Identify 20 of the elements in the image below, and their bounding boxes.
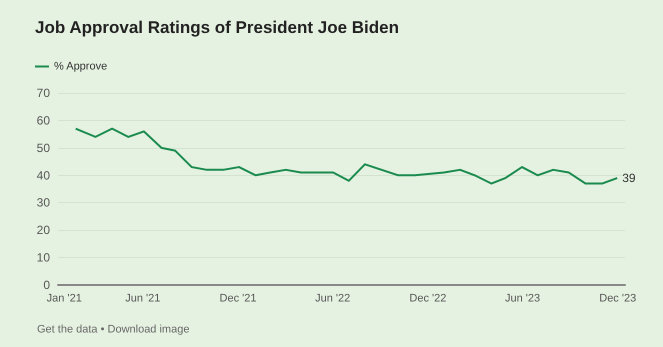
y-tick-label: 60 [36, 113, 50, 128]
y-tick-label: 40 [36, 168, 50, 182]
x-tick-label: Dec '23 [599, 292, 636, 304]
y-tick-label: 30 [36, 196, 50, 210]
y-tick-label: 20 [36, 223, 50, 238]
y-tick-label: 10 [36, 250, 50, 265]
x-tick-label: Jun '21 [125, 292, 160, 304]
data-label: 39 [622, 171, 636, 186]
x-tick-label: Dec '21 [220, 292, 256, 304]
y-tick-label: 0 [43, 278, 50, 292]
x-tick-label: Dec '22 [409, 292, 446, 304]
x-tick-label: Jun '23 [504, 292, 540, 304]
x-tick-label: Jan '21 [46, 292, 82, 304]
chart-title: Job Approval Ratings of President Joe Biden [35, 18, 399, 37]
y-tick-label: 70 [36, 86, 50, 100]
legend-label: % Approve [54, 60, 108, 72]
line-series [74, 128, 618, 185]
y-tick-label: 50 [36, 140, 50, 155]
x-tick-label: Jun '22 [315, 292, 350, 304]
text: Get the data • Download image [37, 324, 190, 336]
